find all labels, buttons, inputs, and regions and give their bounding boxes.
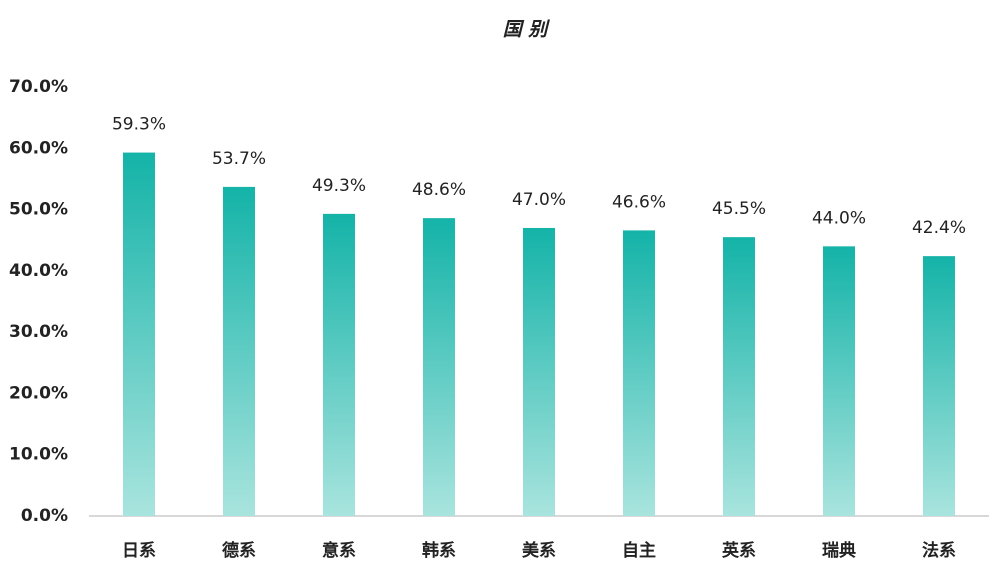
bar — [823, 246, 855, 517]
value-label: 46.6% — [612, 192, 666, 212]
x-tick-label: 瑞典 — [822, 540, 856, 561]
x-tick-label: 英系 — [722, 540, 756, 561]
y-tick-label: 50.0% — [9, 200, 68, 220]
y-tick-label: 60.0% — [9, 138, 68, 158]
x-tick-label: 自主 — [622, 540, 656, 561]
value-label: 48.6% — [412, 180, 466, 200]
value-label: 59.3% — [112, 115, 166, 135]
x-tick-label: 意系 — [322, 540, 356, 561]
value-label: 42.4% — [912, 218, 966, 238]
value-label: 53.7% — [212, 149, 266, 169]
value-label: 45.5% — [712, 199, 766, 219]
bar — [623, 230, 655, 516]
y-tick-label: 40.0% — [9, 261, 68, 281]
x-tick-label: 日系 — [122, 541, 156, 561]
x-tick-label: 德系 — [222, 540, 256, 561]
bar — [423, 218, 455, 516]
x-tick-label: 韩系 — [422, 540, 456, 561]
y-tick-label: 0.0% — [21, 506, 68, 526]
bar — [323, 213, 355, 516]
value-label: 44.0% — [812, 208, 866, 228]
bar — [923, 256, 955, 516]
y-tick-label: 20.0% — [9, 383, 68, 403]
value-label: 47.0% — [512, 190, 566, 210]
x-tick-label: 法系 — [922, 540, 956, 561]
bar — [123, 152, 155, 516]
y-tick-label: 70.0% — [9, 77, 68, 97]
chart-title: 国 别 — [503, 19, 551, 41]
y-tick-label: 30.0% — [9, 322, 68, 342]
x-tick-label: 美系 — [522, 540, 556, 561]
bar — [723, 237, 755, 516]
bar — [523, 227, 555, 516]
bar — [223, 186, 255, 516]
y-tick-label: 10.0% — [9, 445, 68, 465]
value-label: 49.3% — [312, 176, 366, 196]
